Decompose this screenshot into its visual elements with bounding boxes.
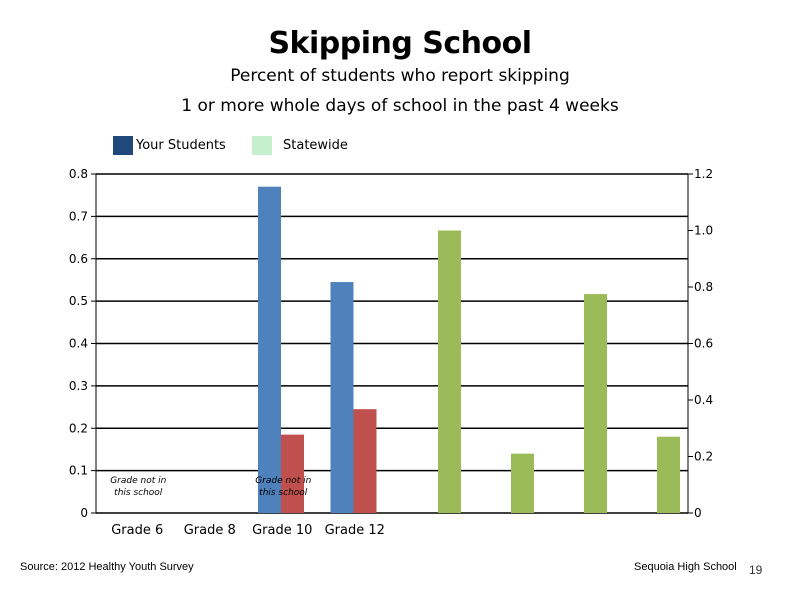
right-tick-label: 0.6 <box>694 337 713 351</box>
left-tick-label: 0.2 <box>69 421 88 435</box>
page-number: 19 <box>749 563 763 577</box>
legend-label-statewide: Statewide <box>283 138 348 153</box>
legend-label-your-students: Your Students <box>136 138 226 153</box>
left-tick-label: 0.3 <box>69 379 88 393</box>
bar <box>657 436 680 513</box>
x-tick-label: Grade 10 <box>252 523 312 538</box>
right-tick-label: 0 <box>694 506 702 520</box>
left-tick-label: 0.6 <box>69 252 88 266</box>
right-tick-label: 0.8 <box>694 280 713 294</box>
x-tick-label: Grade 8 <box>184 523 236 538</box>
chart-title: Skipping School <box>268 26 532 61</box>
annotation-line-1: Grade not in <box>255 476 311 486</box>
bar <box>330 282 354 513</box>
source-note: Source: 2012 Healthy Youth Survey <box>20 561 194 573</box>
chart-subtitle-line-1: Percent of students who report skipping <box>230 66 570 86</box>
annotation-line-2: this school <box>259 488 308 498</box>
legend-swatch-your-students <box>113 136 133 155</box>
x-tick-label: Grade 6 <box>111 523 163 538</box>
right-tick-label: 1.0 <box>694 224 713 238</box>
right-tick-label: 1.2 <box>694 167 713 181</box>
annotation-line-2: this school <box>114 488 163 498</box>
left-tick-label: 0.8 <box>69 167 88 181</box>
annotation-line-1: Grade not in <box>110 476 166 486</box>
x-tick-label: Grade 12 <box>325 523 385 538</box>
bar <box>258 186 281 513</box>
right-tick-label: 0.2 <box>694 450 713 464</box>
bar <box>281 434 304 513</box>
school-name: Sequoia High School <box>634 561 737 573</box>
bar <box>584 294 607 513</box>
right-tick-label: 0.4 <box>694 393 713 407</box>
bar <box>353 409 377 513</box>
chart-subtitle-line-2: 1 or more whole days of school in the pa… <box>181 96 619 116</box>
left-tick-label: 0.7 <box>69 209 88 223</box>
left-tick-label: 0 <box>80 506 88 520</box>
legend-swatch-statewide <box>252 136 272 155</box>
bar <box>438 230 461 513</box>
bar <box>511 453 534 513</box>
left-tick-label: 0.4 <box>69 337 88 351</box>
left-tick-label: 0.5 <box>69 294 88 308</box>
left-tick-label: 0.1 <box>69 464 88 478</box>
